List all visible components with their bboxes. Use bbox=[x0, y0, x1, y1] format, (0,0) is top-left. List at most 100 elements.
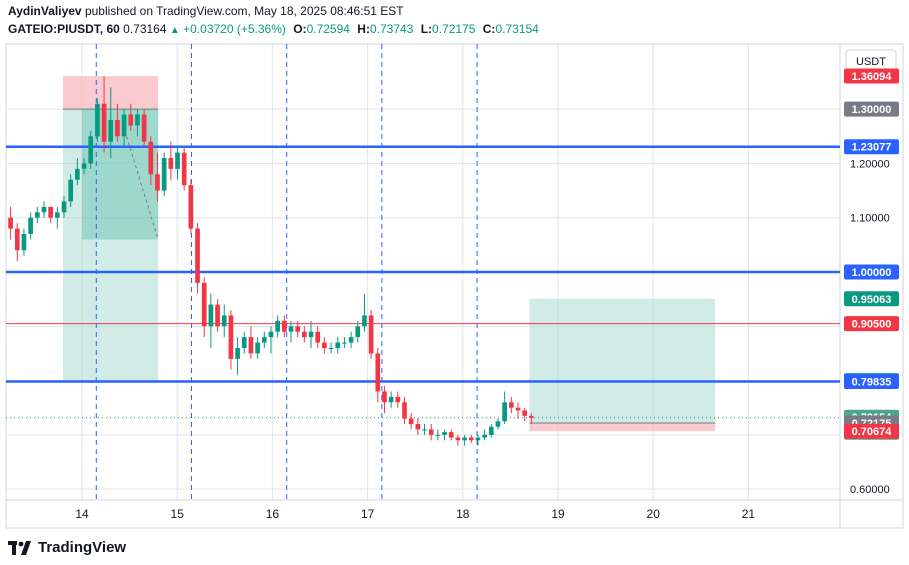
candle-body bbox=[48, 206, 53, 218]
candle-body bbox=[34, 212, 40, 218]
price-tag bbox=[844, 291, 899, 307]
x-tick-label: 17 bbox=[361, 507, 375, 521]
candle-body bbox=[408, 418, 414, 424]
x-tick-label: 16 bbox=[266, 507, 280, 521]
candle-body bbox=[14, 228, 20, 251]
candle-body bbox=[355, 326, 361, 338]
candle-body bbox=[168, 158, 174, 169]
candle-body bbox=[462, 437, 467, 441]
open-label: O: bbox=[293, 22, 307, 36]
candle-body bbox=[415, 424, 421, 430]
close-value: 0.73154 bbox=[495, 22, 539, 36]
candle-body bbox=[275, 320, 280, 332]
y-tick-label: 1.20000 bbox=[850, 158, 890, 170]
close-label: C: bbox=[482, 22, 496, 36]
currency-button-label: USDT bbox=[856, 56, 886, 68]
candle-body bbox=[382, 391, 387, 403]
published-text: published on TradingView.com, May 18, 20… bbox=[84, 4, 404, 18]
candle-body bbox=[54, 212, 60, 218]
candle-body bbox=[68, 179, 74, 202]
candle-body bbox=[335, 342, 341, 348]
candle-body bbox=[235, 348, 240, 359]
price-tag-label: 0.70674 bbox=[852, 426, 893, 438]
candle-body bbox=[448, 432, 454, 438]
price-tag bbox=[844, 316, 899, 332]
candle-body bbox=[228, 315, 234, 359]
price-tag-label: 1.23077 bbox=[852, 142, 892, 154]
candle-body bbox=[315, 331, 321, 343]
price-tag-label: 0.90500 bbox=[852, 319, 892, 331]
low-value: 0.72175 bbox=[432, 22, 476, 36]
candle-body bbox=[348, 337, 354, 343]
candle-body bbox=[121, 114, 127, 137]
candle-body bbox=[75, 168, 80, 180]
candle-body bbox=[128, 114, 134, 126]
candle-body bbox=[248, 337, 254, 354]
candle-body bbox=[475, 437, 481, 441]
candle-body bbox=[342, 342, 347, 344]
y-tick-label: 1.10000 bbox=[850, 213, 890, 225]
price-tag-label: 0.79835 bbox=[852, 376, 892, 388]
candle-body bbox=[388, 396, 394, 403]
candle-body bbox=[375, 353, 381, 392]
candle-body bbox=[61, 201, 67, 213]
symbol-info: GATEIO:PIUSDT, 60 0.73164 ▲ +0.03720 (+5… bbox=[8, 22, 539, 36]
high-label: H: bbox=[357, 22, 370, 36]
price-tag-label: 0.95063 bbox=[852, 294, 892, 306]
candle-body bbox=[308, 331, 314, 338]
x-tick-label: 21 bbox=[742, 507, 756, 521]
candle-body bbox=[195, 228, 200, 283]
x-tick-label: 20 bbox=[647, 507, 661, 521]
candle-body bbox=[181, 152, 187, 186]
x-tick-label: 18 bbox=[456, 507, 470, 521]
right-position-stop-zone bbox=[529, 423, 716, 432]
candle-body bbox=[515, 407, 521, 411]
candle-body bbox=[41, 206, 47, 213]
candle-body bbox=[81, 163, 87, 169]
candle-body bbox=[435, 434, 441, 436]
candle-body bbox=[8, 217, 13, 229]
x-tick-label: 19 bbox=[551, 507, 565, 521]
candle-body bbox=[155, 174, 160, 191]
candle-body bbox=[302, 331, 307, 338]
candle-body bbox=[268, 331, 274, 338]
open-value: 0.72594 bbox=[306, 22, 350, 36]
candle-body bbox=[468, 437, 474, 441]
x-tick-label: 14 bbox=[75, 507, 89, 521]
candle-body bbox=[295, 326, 301, 332]
candle-body bbox=[161, 158, 167, 191]
candle-body bbox=[442, 432, 447, 435]
candle-body bbox=[201, 282, 207, 327]
candle-body bbox=[88, 136, 94, 164]
position-path-line bbox=[124, 130, 159, 240]
candle-body bbox=[495, 421, 501, 427]
candle-body bbox=[21, 234, 27, 251]
candle-body bbox=[482, 434, 487, 438]
y-tick-label: 0.60000 bbox=[850, 484, 890, 496]
price-tag bbox=[844, 101, 899, 117]
candle-body bbox=[175, 152, 180, 169]
candle-body bbox=[261, 337, 267, 343]
publish-info: AydinValiyev published on TradingView.co… bbox=[8, 4, 404, 18]
price-tag-label: 1.30000 bbox=[852, 104, 892, 116]
candle-body bbox=[95, 103, 100, 137]
candle-body bbox=[508, 402, 514, 408]
price-tag-label: 1.36094 bbox=[852, 71, 893, 83]
candle-body bbox=[328, 348, 334, 349]
chart-frame bbox=[5, 43, 904, 529]
candle-body bbox=[455, 437, 461, 441]
left-position-fill bbox=[82, 109, 159, 240]
candle-body bbox=[188, 185, 194, 229]
candle-body bbox=[362, 315, 367, 327]
candle-body bbox=[522, 410, 528, 416]
price-tag bbox=[844, 139, 899, 155]
candle-body bbox=[502, 402, 507, 422]
up-arrow-icon: ▲ bbox=[169, 25, 180, 36]
candle-body bbox=[148, 141, 154, 175]
candle-body bbox=[108, 120, 114, 142]
price-tag bbox=[844, 68, 899, 84]
high-value: 0.73743 bbox=[369, 22, 414, 36]
candle-body bbox=[241, 337, 247, 348]
tradingview-logo-icon bbox=[8, 540, 32, 555]
